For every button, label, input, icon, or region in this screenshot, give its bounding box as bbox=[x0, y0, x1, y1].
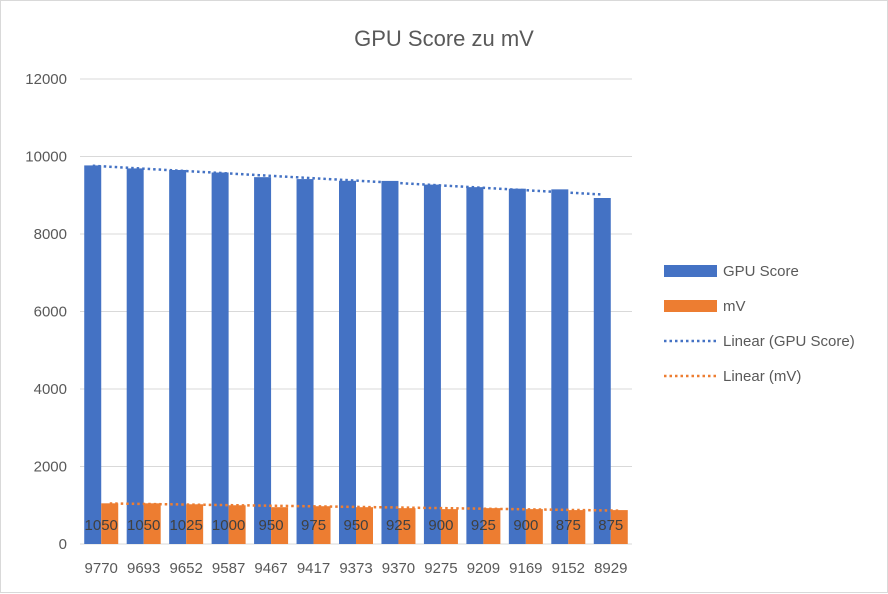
x-tick-label: 9467 bbox=[254, 560, 287, 577]
data-label: 1050 bbox=[127, 517, 160, 534]
data-label: 975 bbox=[301, 517, 326, 534]
bar-gpu-score bbox=[296, 179, 314, 544]
bar-mv bbox=[568, 510, 586, 544]
legend-swatch bbox=[664, 300, 717, 312]
trendline-mv bbox=[109, 502, 620, 512]
x-tick-label: 9370 bbox=[382, 560, 415, 577]
bar-gpu-score bbox=[126, 168, 144, 545]
y-axis-ticks: 0 2000 4000 6000 8000 10000 12000 bbox=[25, 71, 67, 553]
y-tick-label: 4000 bbox=[34, 381, 67, 398]
x-tick-label: 9373 bbox=[339, 560, 372, 577]
bar-gpu-score bbox=[423, 184, 441, 544]
bar-gpu-score bbox=[593, 198, 611, 544]
bar-gpu-score bbox=[84, 165, 102, 544]
x-tick-label: 9770 bbox=[85, 560, 118, 577]
legend-swatch bbox=[664, 265, 717, 277]
bar-mv bbox=[313, 506, 331, 544]
data-label: 900 bbox=[513, 517, 538, 534]
bar-gpu-score bbox=[551, 189, 569, 545]
y-tick-label: 12000 bbox=[25, 71, 67, 88]
data-label: 950 bbox=[343, 517, 368, 534]
data-labels: 1050 1050 1025 1000 950 975 950 925 900 925 900 875… bbox=[85, 517, 624, 534]
x-tick-label: 8929 bbox=[594, 560, 627, 577]
legend-item: Linear (GPU Score) bbox=[723, 333, 855, 350]
bar-gpu-score bbox=[381, 180, 399, 544]
data-label: 900 bbox=[428, 517, 453, 534]
bar-mv bbox=[186, 504, 204, 544]
x-tick-label: 9417 bbox=[297, 560, 330, 577]
data-label: 1025 bbox=[169, 517, 202, 534]
bar-mv bbox=[101, 503, 119, 544]
bar-gpu-score bbox=[211, 172, 229, 544]
x-tick-label: 9209 bbox=[467, 560, 500, 577]
legend-item: GPU Score bbox=[723, 263, 799, 280]
bar-mv bbox=[271, 507, 289, 544]
bar-gpu-score bbox=[339, 180, 356, 544]
data-label: 950 bbox=[259, 517, 284, 534]
bar-mv bbox=[398, 508, 416, 544]
bar-gpu-score bbox=[254, 177, 272, 544]
legend-item: mV bbox=[723, 298, 746, 315]
trendlines bbox=[92, 164, 620, 512]
x-tick-label: 9275 bbox=[424, 560, 457, 577]
x-tick-label: 9652 bbox=[169, 560, 202, 577]
bar-mv bbox=[228, 505, 246, 544]
trendline-gpu-score bbox=[92, 164, 603, 196]
bar-mv bbox=[525, 509, 543, 544]
data-label: 925 bbox=[386, 517, 411, 534]
y-tick-label: 0 bbox=[59, 536, 67, 553]
bar-mv bbox=[143, 503, 161, 544]
data-label: 925 bbox=[471, 517, 496, 534]
bar-gpu-score bbox=[508, 188, 526, 545]
legend: GPU Score mV Linear (GPU Score) Linear (mV) bbox=[664, 263, 855, 385]
x-tick-label: 9587 bbox=[212, 560, 245, 577]
bar-gpu-score bbox=[169, 169, 187, 545]
data-label: 1050 bbox=[85, 517, 118, 534]
y-tick-label: 8000 bbox=[34, 226, 67, 243]
data-label: 1000 bbox=[212, 517, 245, 534]
bar-gpu-score bbox=[466, 187, 484, 544]
legend-item: Linear (mV) bbox=[723, 368, 801, 385]
y-tick-label: 6000 bbox=[34, 304, 67, 321]
x-axis-ticks: 9770 9693 9652 9587 9467 9417 9373 9370 9275 9209… bbox=[85, 560, 628, 577]
y-tick-label: 2000 bbox=[34, 459, 67, 476]
data-label: 875 bbox=[556, 517, 581, 534]
bar-mv bbox=[440, 509, 458, 544]
x-tick-label: 9152 bbox=[552, 560, 585, 577]
x-tick-label: 9693 bbox=[127, 560, 160, 577]
bars bbox=[84, 165, 628, 545]
bar-mv bbox=[356, 507, 373, 544]
x-tick-label: 9169 bbox=[509, 560, 542, 577]
bar-mv bbox=[610, 510, 628, 544]
data-label: 875 bbox=[598, 517, 623, 534]
chart-title: GPU Score zu mV bbox=[354, 26, 534, 51]
y-tick-label: 10000 bbox=[25, 149, 67, 166]
bar-mv bbox=[483, 508, 501, 544]
